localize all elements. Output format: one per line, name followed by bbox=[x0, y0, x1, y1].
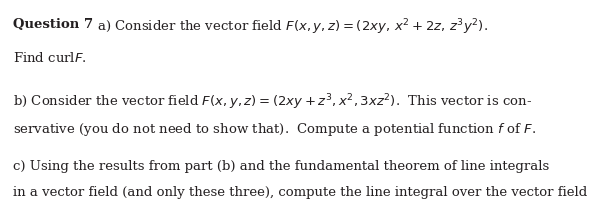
Text: Find curl$F$.: Find curl$F$. bbox=[13, 50, 87, 64]
Text: Question: Question bbox=[13, 18, 84, 30]
Text: 7: 7 bbox=[84, 18, 93, 30]
Text: in a vector field (and only these three), compute the line integral over the vec: in a vector field (and only these three)… bbox=[13, 185, 588, 198]
Text: servative (you do not need to show that).  Compute a potential function $f$ of $: servative (you do not need to show that)… bbox=[13, 121, 536, 137]
Text: c) Using the results from part (b) and the fundamental theorem of line integrals: c) Using the results from part (b) and t… bbox=[13, 160, 550, 173]
Text: a) Consider the vector field $F(x, y, z) = (2xy,\, x^2 + 2z,\, z^3y^2)$.: a) Consider the vector field $F(x, y, z)… bbox=[93, 18, 488, 37]
Text: b) Consider the vector field $F(x, y, z) = (2xy + z^3, x^2, 3xz^2)$.  This vecto: b) Consider the vector field $F(x, y, z)… bbox=[13, 92, 532, 111]
